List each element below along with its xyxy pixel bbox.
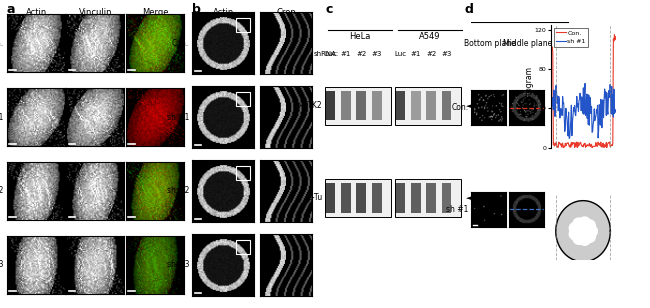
Y-axis label: sh #1: sh #1 — [167, 112, 189, 122]
Y-axis label: Con.: Con. — [451, 103, 469, 112]
FancyBboxPatch shape — [341, 183, 351, 213]
Text: Vinculin: Vinculin — [79, 8, 112, 17]
Y-axis label: sh #1: sh #1 — [446, 205, 469, 214]
FancyBboxPatch shape — [356, 91, 366, 120]
FancyBboxPatch shape — [442, 183, 452, 213]
Circle shape — [586, 225, 597, 237]
Text: a: a — [6, 3, 15, 16]
Bar — [235, 240, 250, 254]
Circle shape — [578, 234, 590, 245]
Text: HeLa: HeLa — [349, 32, 370, 41]
Y-axis label: sh #2: sh #2 — [167, 186, 189, 196]
Text: d: d — [465, 3, 474, 16]
FancyBboxPatch shape — [442, 91, 452, 120]
Y-axis label: sh #3: sh #3 — [166, 260, 189, 270]
sh #1 — [610, 112, 618, 116]
Circle shape — [578, 217, 590, 229]
sh #1 — [564, 134, 572, 138]
Bar — [235, 18, 250, 32]
FancyBboxPatch shape — [326, 183, 335, 213]
Polygon shape — [556, 201, 610, 262]
Text: p-PTK2: p-PTK2 — [296, 101, 322, 110]
FancyBboxPatch shape — [326, 91, 335, 120]
FancyBboxPatch shape — [325, 179, 391, 217]
sh #1 — [560, 116, 568, 120]
FancyBboxPatch shape — [395, 87, 461, 124]
sh #1 — [593, 108, 601, 111]
FancyBboxPatch shape — [356, 183, 366, 213]
Circle shape — [569, 222, 581, 234]
Text: #2: #2 — [426, 51, 436, 57]
Con. — [592, 141, 600, 144]
Text: #2: #2 — [356, 51, 367, 57]
Text: #1: #1 — [341, 51, 351, 57]
Con. — [547, 51, 554, 55]
Con. — [564, 141, 572, 144]
Y-axis label: Con.: Con. — [172, 38, 189, 48]
Con. — [560, 145, 568, 149]
sh #1 — [581, 82, 589, 85]
FancyBboxPatch shape — [372, 183, 382, 213]
Bar — [235, 92, 250, 106]
Y-axis label: Con.: Con. — [0, 38, 4, 48]
Text: #3: #3 — [372, 51, 382, 57]
FancyBboxPatch shape — [396, 91, 406, 120]
Text: Luc: Luc — [395, 51, 406, 57]
Text: Actin: Actin — [213, 8, 234, 17]
Con. — [599, 145, 606, 149]
sh #1 — [566, 136, 573, 140]
Text: b: b — [192, 3, 201, 16]
Circle shape — [578, 227, 588, 236]
Text: #1: #1 — [411, 51, 421, 57]
FancyBboxPatch shape — [341, 91, 351, 120]
Text: #3: #3 — [441, 51, 452, 57]
Y-axis label: sh #1: sh #1 — [0, 112, 4, 122]
FancyBboxPatch shape — [395, 179, 461, 217]
sh #1 — [584, 92, 592, 96]
Text: Merge: Merge — [142, 8, 169, 17]
Text: A549: A549 — [419, 32, 441, 41]
Con. — [583, 143, 591, 147]
FancyBboxPatch shape — [372, 91, 382, 120]
Text: ◄52kD: ◄52kD — [466, 195, 489, 201]
sh #1 — [612, 110, 619, 114]
Y-axis label: Histogram: Histogram — [525, 66, 533, 106]
Circle shape — [584, 220, 595, 232]
Con. — [610, 39, 617, 43]
Legend: Con., sh #1: Con., sh #1 — [554, 28, 588, 47]
Text: Luc: Luc — [324, 51, 337, 57]
Y-axis label: sh #3: sh #3 — [0, 260, 4, 270]
Con. — [573, 146, 581, 150]
Text: Actin: Actin — [25, 8, 47, 17]
Bar — [235, 166, 250, 180]
Circle shape — [573, 218, 585, 230]
sh #1 — [547, 105, 554, 109]
Text: Crop: Crop — [277, 8, 296, 17]
Y-axis label: sh #2: sh #2 — [0, 186, 4, 196]
Line: Con.: Con. — [551, 35, 616, 148]
FancyBboxPatch shape — [411, 183, 421, 213]
Text: ◄125kD: ◄125kD — [466, 103, 494, 109]
Circle shape — [573, 233, 585, 244]
FancyBboxPatch shape — [325, 87, 391, 124]
Circle shape — [569, 228, 581, 240]
Line: sh #1: sh #1 — [551, 83, 616, 138]
FancyBboxPatch shape — [396, 183, 406, 213]
Con. — [610, 33, 618, 37]
Con. — [612, 35, 619, 39]
FancyBboxPatch shape — [411, 91, 421, 120]
Circle shape — [584, 231, 595, 242]
Text: c: c — [325, 3, 332, 16]
FancyBboxPatch shape — [426, 91, 436, 120]
Text: Middle plane: Middle plane — [503, 38, 552, 48]
Text: β-Tu: β-Tu — [307, 193, 322, 202]
Text: Bottom plane: Bottom plane — [464, 38, 516, 48]
FancyBboxPatch shape — [426, 183, 436, 213]
Text: shRNA:: shRNA: — [314, 51, 339, 57]
sh #1 — [599, 98, 607, 102]
